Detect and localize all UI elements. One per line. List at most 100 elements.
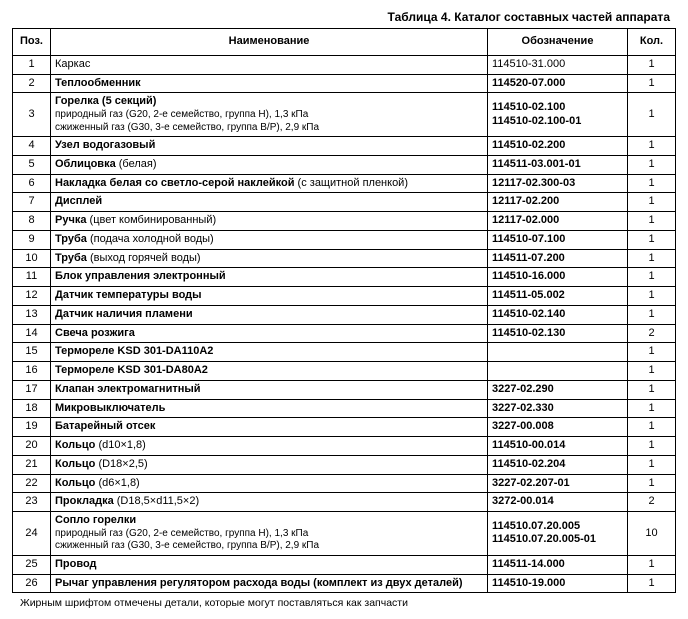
cell-name: Кольцо (d10×1,8) <box>51 437 488 456</box>
cell-qty: 1 <box>628 230 676 249</box>
table-row: 9Труба (подача холодной воды)114510-07.1… <box>13 230 676 249</box>
cell-pos: 4 <box>13 137 51 156</box>
cell-code: 114510-31.000 <box>488 55 628 74</box>
cell-code: 114510-02.204 <box>488 455 628 474</box>
cell-code: 114511-14.000 <box>488 555 628 574</box>
cell-qty: 1 <box>628 305 676 324</box>
cell-name: Кольцо (D18×2,5) <box>51 455 488 474</box>
table-row: 3Горелка (5 секций)природный газ (G20, 2… <box>13 93 676 137</box>
cell-name: Ручка (цвет комбинированный) <box>51 212 488 231</box>
cell-name: Прокладка (D18,5×d11,5×2) <box>51 493 488 512</box>
table-row: 6Накладка белая со светло-серой наклейко… <box>13 174 676 193</box>
table-header-row: Поз. Наименование Обозначение Кол. <box>13 29 676 56</box>
cell-code: 114511-03.001-01 <box>488 155 628 174</box>
cell-pos: 3 <box>13 93 51 137</box>
cell-name: Термореле KSD 301-DA110A2 <box>51 343 488 362</box>
table-row: 4Узел водогазовый114510-02.2001 <box>13 137 676 156</box>
table-row: 20Кольцо (d10×1,8)114510-00.0141 <box>13 437 676 456</box>
cell-name: Свеча розжига <box>51 324 488 343</box>
cell-qty: 1 <box>628 174 676 193</box>
cell-qty: 1 <box>628 474 676 493</box>
table-row: 22Кольцо (d6×1,8)3227-02.207-011 <box>13 474 676 493</box>
cell-pos: 14 <box>13 324 51 343</box>
cell-code: 114510-02.100114510-02.100-01 <box>488 93 628 137</box>
cell-pos: 8 <box>13 212 51 231</box>
cell-code: 3227-00.008 <box>488 418 628 437</box>
cell-qty: 1 <box>628 418 676 437</box>
cell-name: Горелка (5 секций)природный газ (G20, 2-… <box>51 93 488 137</box>
table-row: 26Рычаг управления регулятором расхода в… <box>13 574 676 593</box>
cell-code: 3227-02.290 <box>488 380 628 399</box>
cell-code: 114511-07.200 <box>488 249 628 268</box>
cell-pos: 9 <box>13 230 51 249</box>
cell-name: Каркас <box>51 55 488 74</box>
cell-name: Провод <box>51 555 488 574</box>
cell-qty: 1 <box>628 137 676 156</box>
cell-name: Облицовка (белая) <box>51 155 488 174</box>
cell-qty: 2 <box>628 493 676 512</box>
cell-name: Батарейный отсек <box>51 418 488 437</box>
cell-pos: 18 <box>13 399 51 418</box>
table-row: 12Датчик температуры воды114511-05.0021 <box>13 287 676 306</box>
table-row: 16Термореле KSD 301-DA80A2 1 <box>13 362 676 381</box>
cell-pos: 19 <box>13 418 51 437</box>
table-row: 8Ручка (цвет комбинированный)12117-02.00… <box>13 212 676 231</box>
cell-qty: 1 <box>628 155 676 174</box>
cell-qty: 1 <box>628 380 676 399</box>
table-row: 7Дисплей12117-02.2001 <box>13 193 676 212</box>
cell-pos: 13 <box>13 305 51 324</box>
cell-code: 114510-07.100 <box>488 230 628 249</box>
cell-name: Сопло горелкиприродный газ (G20, 2-е сем… <box>51 512 488 556</box>
cell-pos: 24 <box>13 512 51 556</box>
cell-qty: 1 <box>628 93 676 137</box>
cell-pos: 16 <box>13 362 51 381</box>
table-row: 24Сопло горелкиприродный газ (G20, 2-е с… <box>13 512 676 556</box>
table-row: 11Блок управления электронный114510-16.0… <box>13 268 676 287</box>
table-row: 5Облицовка (белая)114511-03.001-011 <box>13 155 676 174</box>
table-row: 25Провод114511-14.0001 <box>13 555 676 574</box>
cell-pos: 26 <box>13 574 51 593</box>
table-row: 13Датчик наличия пламени114510-02.1401 <box>13 305 676 324</box>
cell-pos: 5 <box>13 155 51 174</box>
cell-pos: 11 <box>13 268 51 287</box>
cell-pos: 20 <box>13 437 51 456</box>
cell-qty: 1 <box>628 362 676 381</box>
cell-code: 114510-02.130 <box>488 324 628 343</box>
cell-code: 12117-02.200 <box>488 193 628 212</box>
footnote: Жирным шрифтом отмечены детали, которые … <box>12 597 676 609</box>
cell-name: Кольцо (d6×1,8) <box>51 474 488 493</box>
cell-name: Накладка белая со светло-серой наклейкой… <box>51 174 488 193</box>
cell-qty: 1 <box>628 343 676 362</box>
cell-name: Теплообменник <box>51 74 488 93</box>
cell-pos: 7 <box>13 193 51 212</box>
cell-code: 12117-02.300-03 <box>488 174 628 193</box>
cell-pos: 10 <box>13 249 51 268</box>
cell-qty: 1 <box>628 437 676 456</box>
cell-name: Датчик наличия пламени <box>51 305 488 324</box>
cell-code: 114510-16.000 <box>488 268 628 287</box>
cell-pos: 2 <box>13 74 51 93</box>
cell-name: Рычаг управления регулятором расхода вод… <box>51 574 488 593</box>
cell-qty: 1 <box>628 287 676 306</box>
parts-table: Поз. Наименование Обозначение Кол. 1Карк… <box>12 28 676 593</box>
col-code: Обозначение <box>488 29 628 56</box>
cell-qty: 1 <box>628 249 676 268</box>
table-row: 15Термореле KSD 301-DA110A21 <box>13 343 676 362</box>
cell-code: 114511-05.002 <box>488 287 628 306</box>
col-pos: Поз. <box>13 29 51 56</box>
cell-code <box>488 362 628 381</box>
cell-code: 114520-07.000 <box>488 74 628 93</box>
cell-name: Термореле KSD 301-DA80A2 <box>51 362 488 381</box>
table-row: 2Теплообменник114520-07.0001 <box>13 74 676 93</box>
cell-pos: 1 <box>13 55 51 74</box>
table-row: 23Прокладка (D18,5×d11,5×2)3272-00.0142 <box>13 493 676 512</box>
cell-code: 114510.07.20.005114510.07.20.005-01 <box>488 512 628 556</box>
cell-pos: 17 <box>13 380 51 399</box>
cell-pos: 23 <box>13 493 51 512</box>
col-name: Наименование <box>51 29 488 56</box>
cell-pos: 22 <box>13 474 51 493</box>
cell-pos: 21 <box>13 455 51 474</box>
cell-code: 12117-02.000 <box>488 212 628 231</box>
cell-qty: 1 <box>628 555 676 574</box>
cell-code: 114510-02.200 <box>488 137 628 156</box>
